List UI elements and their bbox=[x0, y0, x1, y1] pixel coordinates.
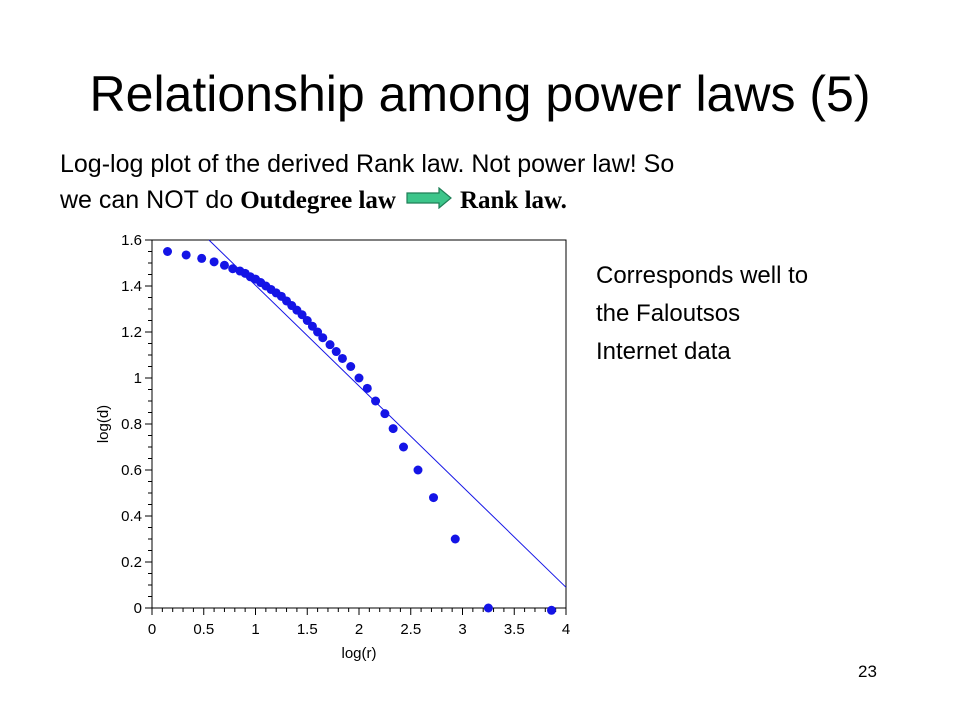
side-note-line-3: Internet data bbox=[596, 338, 731, 365]
data-point bbox=[547, 605, 557, 615]
x-tick-label: 1 bbox=[251, 621, 259, 638]
y-tick-label: 0.8 bbox=[121, 416, 142, 433]
plot-frame bbox=[151, 239, 567, 609]
data-point bbox=[429, 493, 439, 503]
x-tick-label: 4 bbox=[562, 621, 570, 638]
data-point bbox=[413, 465, 423, 475]
data-point bbox=[325, 340, 335, 350]
data-point bbox=[318, 333, 328, 343]
page-number: 23 bbox=[858, 662, 877, 681]
right-arrow-icon bbox=[406, 185, 452, 217]
y-tick-label: 0 bbox=[134, 600, 142, 617]
data-point bbox=[297, 310, 307, 320]
y-axis-label: log(d) bbox=[95, 405, 112, 443]
side-note: Corresponds well to the Faloutsos Intern… bbox=[596, 257, 808, 371]
x-tick-label: 0 bbox=[148, 621, 156, 638]
data-point bbox=[371, 396, 381, 406]
data-point bbox=[362, 383, 372, 393]
x-tick-label: 3.5 bbox=[504, 621, 525, 638]
data-point bbox=[399, 442, 409, 452]
rank-law-label: Rank law. bbox=[459, 187, 567, 214]
data-point bbox=[337, 353, 347, 363]
y-tick-label: 0.2 bbox=[121, 554, 142, 571]
data-point bbox=[209, 257, 219, 267]
data-point bbox=[228, 264, 238, 274]
data-point bbox=[313, 327, 323, 337]
y-tick-label: 0.4 bbox=[121, 508, 142, 525]
data-point bbox=[354, 373, 364, 383]
x-tick-label: 2 bbox=[355, 621, 363, 638]
description-line-2: we can NOT do Outdegree law Rank law. bbox=[60, 184, 567, 217]
y-tick-label: 1 bbox=[134, 370, 142, 387]
x-tick-label: 0.5 bbox=[193, 621, 214, 638]
data-point bbox=[181, 250, 191, 260]
description-prefix: we can NOT do bbox=[60, 186, 241, 214]
y-tick-label: 1.4 bbox=[121, 278, 142, 295]
slide-title: Relationship among power laws (5) bbox=[89, 66, 871, 122]
rank-law-loglog-plot: 0 0.5 1 1.5 2 2.5 3 3.5 4 0 0.2 0.4 0.6 0.8 1 1.2 1.4 1.6… bbox=[95, 232, 570, 662]
x-axis-label: log(r) bbox=[341, 645, 376, 662]
data-point bbox=[483, 603, 493, 613]
data-point bbox=[388, 424, 398, 434]
description-line-1: Log-log plot of the derived Rank law. No… bbox=[60, 150, 675, 178]
x-tick-label: 2.5 bbox=[400, 621, 421, 638]
y-tick-label: 1.6 bbox=[121, 232, 142, 249]
data-point bbox=[331, 347, 341, 357]
x-tick-label: 3 bbox=[458, 621, 466, 638]
data-point bbox=[197, 253, 207, 263]
y-tick-label: 1.2 bbox=[121, 324, 142, 341]
data-point bbox=[380, 409, 390, 419]
data-point bbox=[450, 534, 460, 544]
x-tick-label: 1.5 bbox=[297, 621, 318, 638]
outdegree-law-label: Outdegree law bbox=[240, 187, 396, 214]
data-point bbox=[346, 362, 356, 371]
data-point bbox=[163, 247, 173, 256]
data-point bbox=[302, 316, 312, 325]
side-note-line-1: Corresponds well to bbox=[596, 262, 809, 289]
side-note-line-2: the Faloutsos bbox=[596, 300, 741, 327]
data-point bbox=[307, 321, 317, 331]
y-tick-label: 0.6 bbox=[121, 462, 142, 479]
data-point bbox=[219, 260, 229, 270]
